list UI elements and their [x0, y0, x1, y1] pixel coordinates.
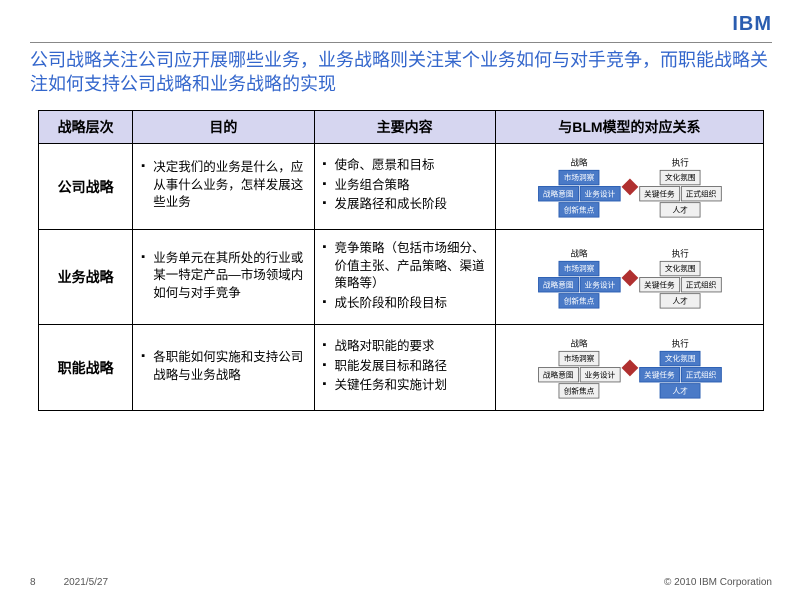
blm-box: 文化氛围	[660, 351, 701, 366]
list-item: 发展路径和成长阶段	[323, 196, 489, 214]
list-item: 职能发展目标和路径	[323, 358, 489, 376]
col-purpose: 目的	[133, 111, 314, 144]
blm-box: 创新焦点	[558, 293, 599, 308]
strategy-table: 战略层次 目的 主要内容 与BLM模型的对应关系 公司战略决定我们的业务是什么，…	[38, 110, 764, 411]
bullet-list: 战略对职能的要求职能发展目标和路径关键任务和实施计划	[321, 338, 489, 395]
blm-box: 业务设计	[579, 367, 620, 382]
ibm-logo: IBM	[732, 13, 772, 36]
table-header-row: 战略层次 目的 主要内容 与BLM模型的对应关系	[39, 111, 764, 144]
blm-box: 文化氛围	[660, 260, 701, 275]
diamond-icon	[621, 178, 638, 195]
footer: 8 2021/5/27 © 2010 IBM Corporation	[30, 577, 772, 588]
list-item: 使命、愿景和目标	[323, 157, 489, 175]
blm-box: 正式组织	[680, 277, 721, 292]
list-item: 竞争策略（包括市场细分、价值主张、产品策略、渠道策略等）	[323, 240, 489, 293]
blm-box: 战略意图	[538, 186, 579, 201]
row-purpose: 决定我们的业务是什么，应从事什么业务，怎样发展这些业务	[133, 144, 314, 230]
blm-row: 关键任务正式组织	[639, 186, 721, 201]
row-content: 竞争策略（包括市场细分、价值主张、产品策略、渠道策略等） 成长阶段和阶段目标	[314, 230, 495, 325]
blm-box: 正式组织	[680, 367, 721, 382]
blm-row: 战略意图业务设计	[538, 186, 620, 201]
blm-group: 战略市场洞察战略意图业务设计创新焦点	[538, 155, 620, 217]
blm-box: 人才	[660, 202, 701, 217]
blm-box: 市场洞察	[558, 260, 599, 275]
blm-row: 关键任务正式组织	[639, 277, 721, 292]
list-item: 各职能如何实施和支持公司战略与业务战略	[141, 349, 307, 384]
bullet-list: 使命、愿景和目标业务组合策略发展路径和成长阶段	[321, 157, 489, 214]
blm-row: 关键任务正式组织	[639, 367, 721, 382]
blm-box: 正式组织	[680, 186, 721, 201]
row-blm: 战略市场洞察战略意图业务设计创新焦点执行文化氛围关键任务正式组织人才	[495, 230, 763, 325]
list-item: 关键任务和实施计划	[323, 377, 489, 395]
blm-box: 战略意图	[538, 367, 579, 382]
col-blm: 与BLM模型的对应关系	[495, 111, 763, 144]
blm-diagram: 战略市场洞察战略意图业务设计创新焦点执行文化氛围关键任务正式组织人才	[521, 246, 738, 308]
list-item: 业务组合策略	[323, 177, 489, 195]
table-row: 业务战略业务单元在其所处的行业或某一特定产品—市场领域内如何与对手竞争竞争策略（…	[39, 230, 764, 325]
header-rule	[30, 42, 772, 43]
row-blm: 战略市场洞察战略意图业务设计创新焦点执行文化氛围关键任务正式组织人才	[495, 325, 763, 411]
col-level: 战略层次	[39, 111, 133, 144]
row-name: 业务战略	[39, 230, 133, 325]
diamond-icon	[621, 359, 638, 376]
row-content: 战略对职能的要求职能发展目标和路径关键任务和实施计划	[314, 325, 495, 411]
footer-date: 2021/5/27	[64, 577, 109, 588]
blm-diagram: 战略市场洞察战略意图业务设计创新焦点执行文化氛围关键任务正式组织人才	[521, 336, 738, 398]
page-number: 8	[30, 577, 36, 588]
bullet-list: 业务单元在其所处的行业或某一特定产品—市场领域内如何与对手竞争	[139, 250, 307, 303]
blm-row: 战略意图业务设计	[538, 367, 620, 382]
blm-group-title: 执行	[671, 336, 688, 349]
blm-group: 执行文化氛围关键任务正式组织人才	[639, 336, 721, 398]
list-item: 业务单元在其所处的行业或某一特定产品—市场领域内如何与对手竞争	[141, 250, 307, 303]
blm-group-title: 执行	[671, 155, 688, 168]
table-row: 公司战略决定我们的业务是什么，应从事什么业务，怎样发展这些业务使命、愿景和目标业…	[39, 144, 764, 230]
row-blm: 战略市场洞察战略意图业务设计创新焦点执行文化氛围关键任务正式组织人才	[495, 144, 763, 230]
blm-box: 人才	[660, 293, 701, 308]
blm-box: 创新焦点	[558, 383, 599, 398]
blm-group: 执行文化氛围关键任务正式组织人才	[639, 246, 721, 308]
page-title: 公司战略关注公司应开展哪些业务，业务战略则关注某个业务如何与对手竞争，而职能战略…	[30, 48, 772, 97]
blm-box: 业务设计	[579, 277, 620, 292]
blm-group: 执行文化氛围关键任务正式组织人才	[639, 155, 721, 217]
blm-box: 战略意图	[538, 277, 579, 292]
row-purpose: 业务单元在其所处的行业或某一特定产品—市场领域内如何与对手竞争	[133, 230, 314, 325]
blm-group-title: 战略	[570, 246, 587, 259]
row-name: 公司战略	[39, 144, 133, 230]
diamond-icon	[621, 269, 638, 286]
col-content: 主要内容	[314, 111, 495, 144]
blm-group: 战略市场洞察战略意图业务设计创新焦点	[538, 246, 620, 308]
blm-box: 关键任务	[639, 186, 680, 201]
list-item: 战略对职能的要求	[323, 338, 489, 356]
blm-group-title: 战略	[570, 155, 587, 168]
blm-diagram: 战略市场洞察战略意图业务设计创新焦点执行文化氛围关键任务正式组织人才	[521, 155, 738, 217]
bullet-list: 各职能如何实施和支持公司战略与业务战略	[139, 349, 307, 384]
blm-group-title: 战略	[570, 336, 587, 349]
blm-box: 人才	[660, 383, 701, 398]
blm-box: 业务设计	[579, 186, 620, 201]
row-name: 职能战略	[39, 325, 133, 411]
blm-row: 战略意图业务设计	[538, 277, 620, 292]
row-purpose: 各职能如何实施和支持公司战略与业务战略	[133, 325, 314, 411]
blm-box: 市场洞察	[558, 170, 599, 185]
row-content: 使命、愿景和目标业务组合策略发展路径和成长阶段	[314, 144, 495, 230]
strategy-table-wrap: 战略层次 目的 主要内容 与BLM模型的对应关系 公司战略决定我们的业务是什么，…	[38, 110, 764, 411]
blm-box: 关键任务	[639, 367, 680, 382]
blm-box: 创新焦点	[558, 202, 599, 217]
list-item: 成长阶段和阶段目标	[323, 295, 489, 313]
blm-box: 市场洞察	[558, 351, 599, 366]
list-item: 决定我们的业务是什么，应从事什么业务，怎样发展这些业务	[141, 159, 307, 212]
footer-copyright: © 2010 IBM Corporation	[664, 577, 772, 588]
table-row: 职能战略各职能如何实施和支持公司战略与业务战略战略对职能的要求职能发展目标和路径…	[39, 325, 764, 411]
blm-group: 战略市场洞察战略意图业务设计创新焦点	[538, 336, 620, 398]
blm-box: 文化氛围	[660, 170, 701, 185]
bullet-list: 竞争策略（包括市场细分、价值主张、产品策略、渠道策略等） 成长阶段和阶段目标	[321, 240, 489, 312]
blm-group-title: 执行	[671, 246, 688, 259]
bullet-list: 决定我们的业务是什么，应从事什么业务，怎样发展这些业务	[139, 159, 307, 212]
blm-box: 关键任务	[639, 277, 680, 292]
